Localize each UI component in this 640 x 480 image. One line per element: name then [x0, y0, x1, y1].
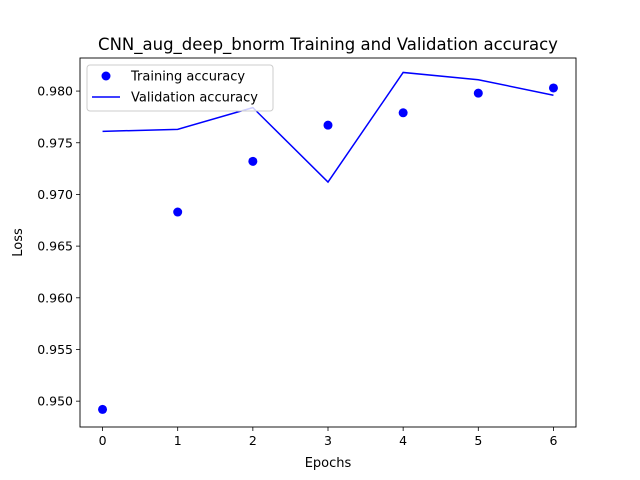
y-tick-label: 0.975	[37, 135, 73, 150]
y-tick-label: 0.970	[37, 187, 73, 202]
plot-frame	[79, 57, 577, 428]
x-tick-label: 1	[174, 433, 182, 448]
series-line-validation-accuracy	[102, 71, 554, 184]
legend: Training accuracy Validation accuracy	[86, 64, 274, 112]
training-accuracy-point	[323, 120, 333, 130]
x-tick-label: 3	[324, 433, 332, 448]
training-accuracy-point	[98, 404, 108, 414]
x-tick-label: 4	[399, 433, 407, 448]
x-axis-ticks: 0 1 2 3 4 5 6	[99, 427, 557, 448]
training-accuracy-point	[248, 156, 258, 166]
legend-label-training-accuracy: Training accuracy	[130, 70, 245, 85]
series-points-training-accuracy	[98, 83, 558, 414]
y-tick-label: 0.960	[37, 290, 73, 305]
y-tick-label: 0.955	[37, 342, 73, 357]
legend-label-validation-accuracy: Validation accuracy	[131, 91, 258, 106]
y-tick-label: 0.950	[37, 394, 73, 409]
training-accuracy-point	[173, 207, 183, 217]
x-tick-label: 2	[249, 433, 257, 448]
y-axis-ticks: 0.950 0.955 0.960 0.965 0.970 0.975 0.980	[37, 84, 80, 409]
training-accuracy-point	[548, 83, 558, 93]
y-tick-label: 0.980	[37, 84, 73, 99]
legend-marker-training-accuracy	[101, 71, 111, 81]
training-accuracy-point	[398, 108, 408, 118]
x-axis-label: Epochs	[305, 456, 352, 471]
x-tick-label: 6	[549, 433, 557, 448]
training-accuracy-point	[473, 88, 483, 98]
y-tick-label: 0.965	[37, 239, 73, 254]
x-tick-label: 5	[474, 433, 482, 448]
chart-title: CNN_aug_deep_bnorm Training and Validati…	[98, 35, 558, 55]
y-axis-label: Loss	[11, 228, 26, 257]
legend-box	[86, 64, 274, 112]
x-tick-label: 0	[99, 433, 107, 448]
